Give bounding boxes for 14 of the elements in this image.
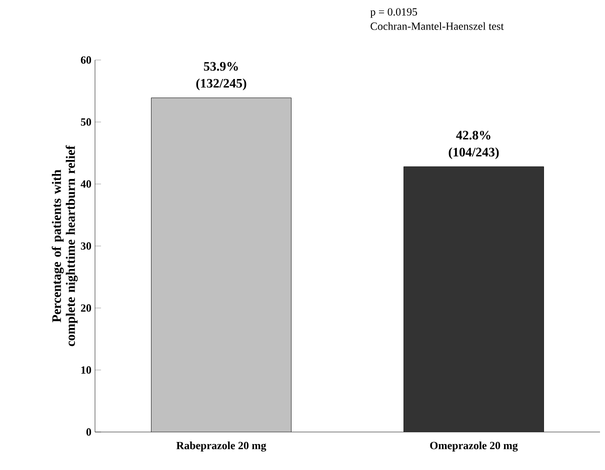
text: Cochran-Mantel-Haenszel test <box>370 22 504 30</box>
y-axis-title: Percentage of patients with complete nighttime heartburn relief <box>52 145 78 346</box>
y-tick-label: 50 <box>80 118 92 126</box>
y-tick-label: 10 <box>81 366 92 374</box>
y-tick-label: 20 <box>80 304 92 312</box>
x-tick-label: Omeprazole 20 mg <box>430 442 518 452</box>
x-tick-label: Rabeprazole 20 mg <box>176 442 266 452</box>
y-tick-label: 30 <box>80 242 92 250</box>
data-label: 53.9% (132/245) <box>196 62 246 90</box>
y-tick-label: 40 <box>80 180 92 188</box>
y-tick-label: 0 <box>86 428 92 436</box>
text: p = 0.0195 <box>370 8 418 18</box>
data-label: 42.8% (104/243) <box>448 130 499 160</box>
y-tick-label: 60 <box>80 56 92 64</box>
